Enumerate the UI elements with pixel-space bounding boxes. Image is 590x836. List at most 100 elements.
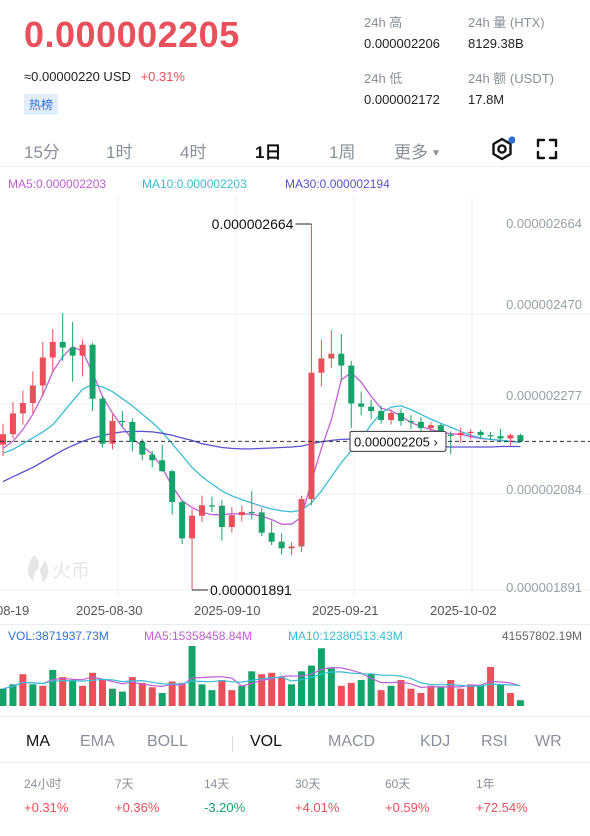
tab-15m[interactable]: 15分 xyxy=(24,143,60,162)
candle-body xyxy=(258,512,265,533)
indicator-kdj[interactable]: KDJ xyxy=(420,733,451,750)
indicator-vol[interactable]: VOL xyxy=(250,733,283,750)
volume-bar xyxy=(367,674,375,706)
indicator-tabs: MA EMA BOLL VOL MACD KDJ RSI WR xyxy=(0,731,590,755)
candle-body xyxy=(348,365,355,404)
perf-60d: 60天 +0.59% xyxy=(385,775,465,815)
candle-body xyxy=(99,398,106,444)
candle-body xyxy=(318,358,325,373)
volume-bar xyxy=(307,665,315,706)
candle-body xyxy=(179,501,186,539)
candle-body xyxy=(497,436,504,439)
volume-bar xyxy=(208,690,216,706)
perf-value: -3.20% xyxy=(204,800,246,815)
candle-body xyxy=(238,511,245,516)
tab-1d[interactable]: 1日 xyxy=(255,143,282,162)
indicator-boll[interactable]: BOLL xyxy=(147,733,188,750)
perf-value: +0.59% xyxy=(385,800,430,815)
vol-ma10-line xyxy=(2,671,521,690)
volume-bar xyxy=(238,685,246,706)
ma5-legend[interactable]: MA5:0.000002203 xyxy=(8,177,107,191)
candle-body xyxy=(69,347,76,356)
candle-body xyxy=(467,431,474,434)
last-price: 0.000002205 xyxy=(24,14,240,55)
volume-bar xyxy=(298,671,305,706)
stat-value: 0.000002206 xyxy=(364,36,440,51)
low-price-label: 0.000001891 xyxy=(210,582,292,598)
settings-icon[interactable] xyxy=(489,136,515,162)
perf-period: 7天 xyxy=(115,777,134,791)
y-tick-label: 0.000001891 xyxy=(506,580,582,595)
high-price-label: 0.000002664 xyxy=(212,216,294,232)
candle-body xyxy=(388,412,395,421)
volume-ma-lines xyxy=(2,666,521,690)
stat-label: 24h 低 xyxy=(364,71,403,86)
candles xyxy=(0,224,524,590)
candle-body xyxy=(199,505,205,516)
candlestick-chart[interactable]: 火币 0.000002664 0.000001891 0.000002205 › xyxy=(0,196,590,616)
ma10-legend[interactable]: MA10:0.000002203 xyxy=(142,177,247,191)
vol-ma5-legend: MA5:15358458.84M xyxy=(144,629,253,643)
volume-bar xyxy=(188,646,196,706)
volume-bar xyxy=(258,674,266,706)
candle-body xyxy=(119,420,126,423)
volume-bar xyxy=(327,668,335,706)
fullscreen-icon[interactable] xyxy=(534,136,560,162)
candle-body xyxy=(368,406,375,412)
volume-bar xyxy=(178,682,186,706)
x-tick-label: 2025-08-30 xyxy=(76,603,143,618)
stat-value: 17.8M xyxy=(468,92,505,107)
volume-bar xyxy=(79,685,87,706)
ma30-legend[interactable]: MA30:0.000002194 xyxy=(285,177,390,191)
indicator-divider xyxy=(232,736,233,752)
candle-body xyxy=(298,499,305,547)
perf-value: +4.01% xyxy=(295,800,340,815)
tab-more[interactable]: 更多 ▼ xyxy=(394,138,441,163)
candle-body xyxy=(338,353,345,366)
volume-bar xyxy=(407,688,415,706)
candle-body xyxy=(517,435,524,442)
volume-bar xyxy=(506,693,514,706)
perf-period: 60天 xyxy=(385,777,411,791)
volume-bars xyxy=(0,646,524,706)
watermark: 火币 xyxy=(28,555,90,583)
vol-ma10-legend: MA10:12380513.43M xyxy=(288,629,403,643)
volume-bar xyxy=(168,681,176,706)
volume-bar xyxy=(9,684,17,706)
volume-bar xyxy=(138,682,146,706)
stat-label: 24h 高 xyxy=(364,15,403,30)
volume-bar xyxy=(49,669,57,706)
tab-4h[interactable]: 4时 xyxy=(180,143,207,162)
volume-chart[interactable] xyxy=(0,646,590,708)
candle-body xyxy=(228,515,235,528)
candle-body xyxy=(487,435,494,437)
watermark-text: 火币 xyxy=(52,560,90,582)
candle-body xyxy=(19,402,26,414)
indicator-ma[interactable]: MA xyxy=(26,733,50,750)
chart-grid xyxy=(0,196,590,596)
candle-body xyxy=(447,434,454,436)
candle-body xyxy=(407,420,414,423)
indicator-rsi[interactable]: RSI xyxy=(481,733,508,750)
indicator-ema[interactable]: EMA xyxy=(80,733,115,750)
indicator-wr[interactable]: WR xyxy=(535,733,562,750)
volume-bar xyxy=(228,690,236,706)
volume-bar xyxy=(248,671,256,706)
indicator-macd[interactable]: MACD xyxy=(328,733,376,750)
tab-1w[interactable]: 1周 xyxy=(329,143,356,162)
volume-bar xyxy=(158,693,166,706)
volume-bar xyxy=(427,685,435,706)
candle-body xyxy=(248,511,255,514)
perf-period: 14天 xyxy=(204,777,230,791)
x-tick-label: 2025-09-21 xyxy=(312,603,379,618)
candle-body xyxy=(457,432,464,436)
candle-body xyxy=(278,541,285,549)
candle-body xyxy=(218,505,225,528)
stat-24h-low: 24h 低 0.000002172 xyxy=(364,68,440,107)
volume-bar xyxy=(99,680,106,706)
hot-tag[interactable]: 热榜 xyxy=(24,94,59,115)
tab-1h[interactable]: 1时 xyxy=(106,143,133,162)
perf-period: 30天 xyxy=(295,777,321,791)
y-tick-label: 0.000002664 xyxy=(506,216,582,231)
candle-body xyxy=(169,471,176,502)
